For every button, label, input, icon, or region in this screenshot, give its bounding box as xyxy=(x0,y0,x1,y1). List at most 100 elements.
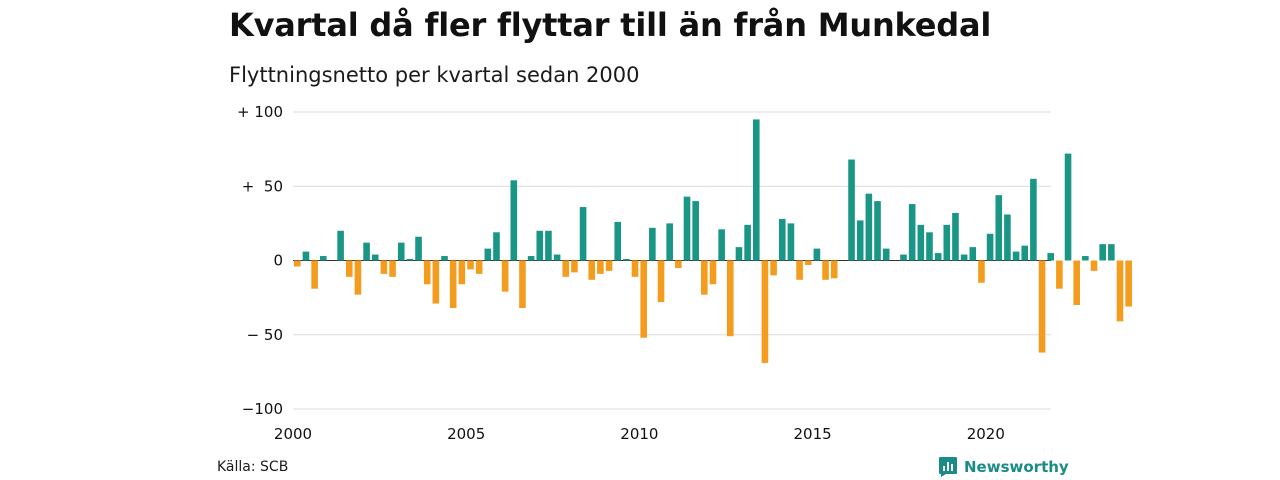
bar-positive xyxy=(900,254,907,261)
bar-positive xyxy=(1082,256,1089,261)
bar-negative xyxy=(294,260,301,267)
bar-negative xyxy=(1090,260,1098,271)
y-tick-label: + 100 xyxy=(237,103,283,121)
bar-positive xyxy=(778,218,786,261)
bar-negative xyxy=(657,260,665,303)
bar-positive xyxy=(623,259,630,261)
bar-negative xyxy=(675,260,682,268)
bar-positive xyxy=(302,251,310,261)
x-tick-label: 2020 xyxy=(967,425,1005,443)
bar-positive xyxy=(752,119,760,261)
bar-negative xyxy=(380,260,388,274)
bar-negative xyxy=(423,260,431,285)
bar-positive xyxy=(649,227,656,261)
bar-positive xyxy=(874,201,881,261)
bar-negative xyxy=(770,260,777,276)
bar-negative xyxy=(458,260,466,285)
bar-positive xyxy=(536,230,544,261)
bar-positive xyxy=(943,224,951,261)
bar-positive xyxy=(484,248,492,261)
bar-positive xyxy=(553,254,561,261)
bar-positive xyxy=(510,180,518,261)
x-tick-label: 2015 xyxy=(794,425,832,443)
bar-negative xyxy=(571,260,578,273)
bar-negative xyxy=(978,260,985,283)
bar-positive xyxy=(1108,244,1115,261)
bar-negative xyxy=(501,260,509,292)
bar-positive xyxy=(1004,214,1011,261)
bar-negative xyxy=(701,260,708,295)
axis-labels: + 100 + 50 0 − 50 −100 2000 2005 2010 2015 2020 xyxy=(237,103,1005,443)
bar-positive xyxy=(692,201,699,261)
bar-positive xyxy=(614,221,622,261)
bar-positive xyxy=(1064,153,1072,261)
chart-title: Kvartal då fler flyttar till än från Mun… xyxy=(229,6,992,44)
bar-positive xyxy=(882,248,890,261)
y-tick-label: −100 xyxy=(242,400,283,418)
bar-positive xyxy=(744,224,751,261)
bar-negative xyxy=(354,260,362,295)
bar-negative xyxy=(597,260,604,274)
bar-positive xyxy=(848,159,855,261)
y-tick-label: − 50 xyxy=(247,326,283,344)
bar-negative xyxy=(804,260,812,265)
bar-negative xyxy=(562,260,570,277)
bar-negative xyxy=(822,260,829,280)
bar-positive xyxy=(960,254,968,261)
bar-positive xyxy=(1021,245,1029,261)
bar-negative xyxy=(1073,260,1080,306)
bar-positive xyxy=(683,196,691,261)
bar-positive xyxy=(406,259,414,261)
bar-negative xyxy=(605,260,613,271)
bar-positive xyxy=(337,230,344,261)
x-tick-label: 2010 xyxy=(620,425,658,443)
newsworthy-logo-icon xyxy=(939,457,957,477)
bar-negative xyxy=(1125,260,1132,307)
bar-negative xyxy=(467,260,474,270)
bar-positive xyxy=(579,207,587,261)
bar-positive xyxy=(917,224,925,261)
bar-negative xyxy=(311,260,318,289)
bar-positive xyxy=(1012,251,1020,261)
bar-negative xyxy=(475,260,483,274)
bar-positive xyxy=(926,232,933,261)
y-tick-label: + 50 xyxy=(242,177,283,195)
bar-positive xyxy=(934,253,942,261)
bar-negative xyxy=(1056,260,1063,289)
bar-negative xyxy=(727,260,734,337)
bar-positive xyxy=(527,256,535,261)
source-note: Källa: SCB xyxy=(217,459,289,475)
brand-logo[interactable]: Newsworthy xyxy=(938,456,1069,478)
bar-negative xyxy=(449,260,457,309)
bar-positive xyxy=(735,247,743,261)
bar-positive xyxy=(1099,244,1106,261)
bar-positive xyxy=(1030,178,1037,261)
bar-negative xyxy=(432,260,440,304)
bar-positive xyxy=(545,230,552,261)
bar-positive xyxy=(493,232,500,261)
y-tick-label: 0 xyxy=(273,252,283,270)
bar-positive xyxy=(1047,253,1055,261)
bar-positive xyxy=(319,256,327,261)
bars xyxy=(294,119,1132,363)
bar-negative xyxy=(631,260,639,277)
bar-negative xyxy=(389,260,396,277)
x-tick-label: 2000 xyxy=(274,425,312,443)
bar-positive xyxy=(666,223,673,261)
bar-positive xyxy=(908,204,916,261)
bar-positive xyxy=(856,220,864,261)
bar-positive xyxy=(787,223,795,261)
bar-positive xyxy=(986,233,994,261)
bar-positive xyxy=(415,236,422,261)
chart-subtitle: Flyttningsnetto per kvartal sedan 2000 xyxy=(229,63,640,87)
bar-negative xyxy=(761,260,769,363)
bar-negative xyxy=(830,260,838,279)
bar-positive xyxy=(969,247,977,261)
bar-positive xyxy=(397,242,405,261)
bar-negative xyxy=(588,260,596,280)
bar-negative xyxy=(345,260,353,277)
bar-negative xyxy=(1038,260,1046,353)
bar-negative xyxy=(640,260,647,338)
bar-positive xyxy=(363,242,370,261)
